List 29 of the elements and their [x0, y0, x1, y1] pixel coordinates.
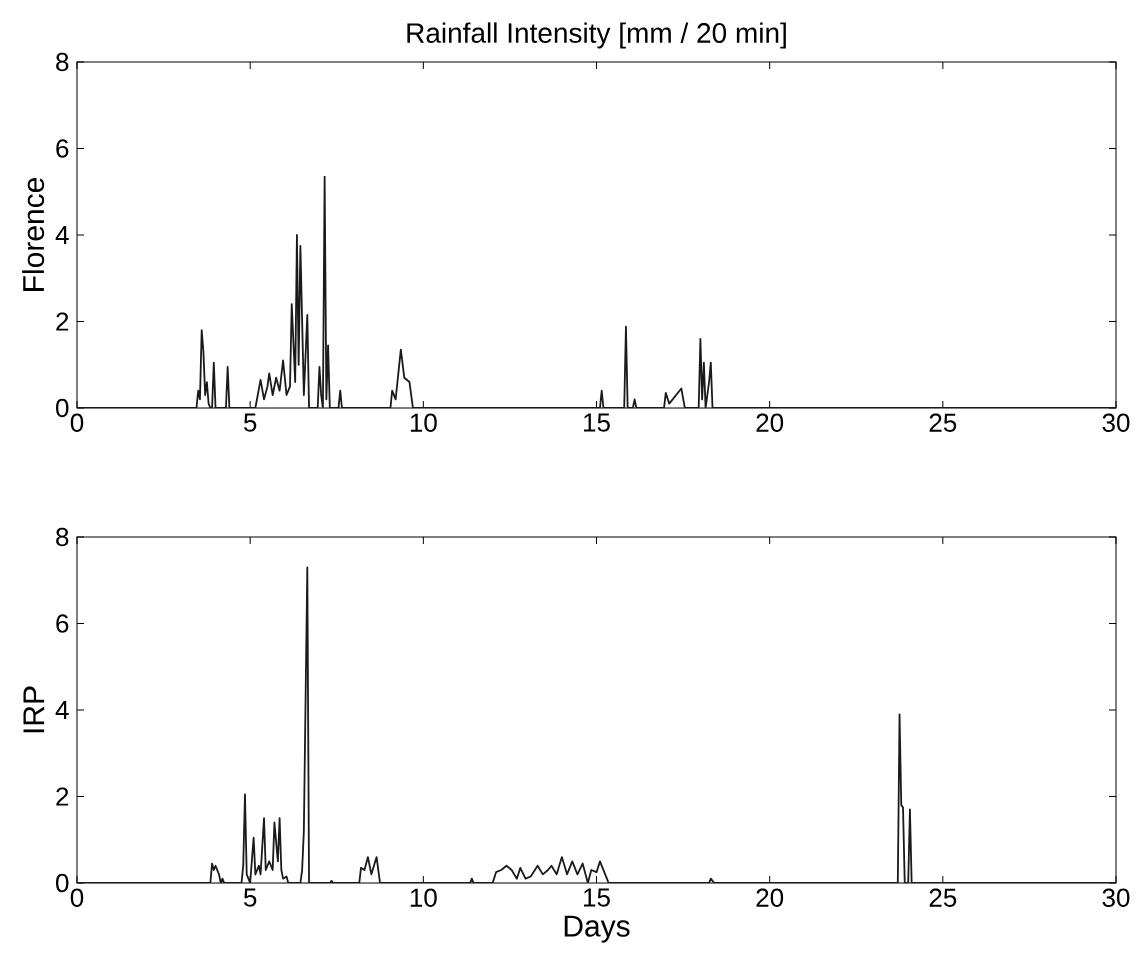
y-axis-title: IRP	[23, 686, 45, 733]
x-tick-label: 5	[243, 888, 257, 907]
y-tick-label: 2	[56, 787, 69, 806]
y-tick-label: 0	[56, 873, 69, 893]
y-tick-label: 6	[56, 614, 69, 633]
x-tick-label: 15	[584, 888, 610, 907]
x-tick-label: 25	[929, 413, 957, 432]
x-tick-label: 0	[70, 413, 84, 432]
y-tick-label: 4	[55, 226, 69, 244]
line-series	[77, 175, 1116, 408]
chart-title: Rainfall Intensity [mm / 20 min]	[407, 22, 786, 49]
x-tick-label: 10	[410, 413, 437, 432]
y-tick-label: 6	[56, 139, 69, 158]
x-tick-label: 20	[756, 413, 784, 432]
x-tick-label: 20	[756, 888, 784, 907]
x-tick-label: 10	[410, 888, 437, 907]
y-tick-label: 4	[55, 701, 69, 719]
x-tick-label: 15	[584, 413, 610, 432]
y-tick-label: 8	[56, 527, 69, 547]
x-tick-label: 30	[1102, 888, 1130, 907]
y-tick-label: 0	[56, 398, 69, 418]
x-tick-label: 25	[929, 888, 957, 907]
y-tick-label: 8	[56, 52, 69, 72]
x-tick-label: 30	[1102, 413, 1130, 432]
y-tick-label: 2	[56, 312, 69, 331]
x-tick-label: 0	[70, 888, 84, 907]
y-axis-title: Florence	[22, 177, 45, 291]
x-axis-title: Days	[564, 915, 630, 943]
x-tick-label: 5	[243, 413, 257, 432]
